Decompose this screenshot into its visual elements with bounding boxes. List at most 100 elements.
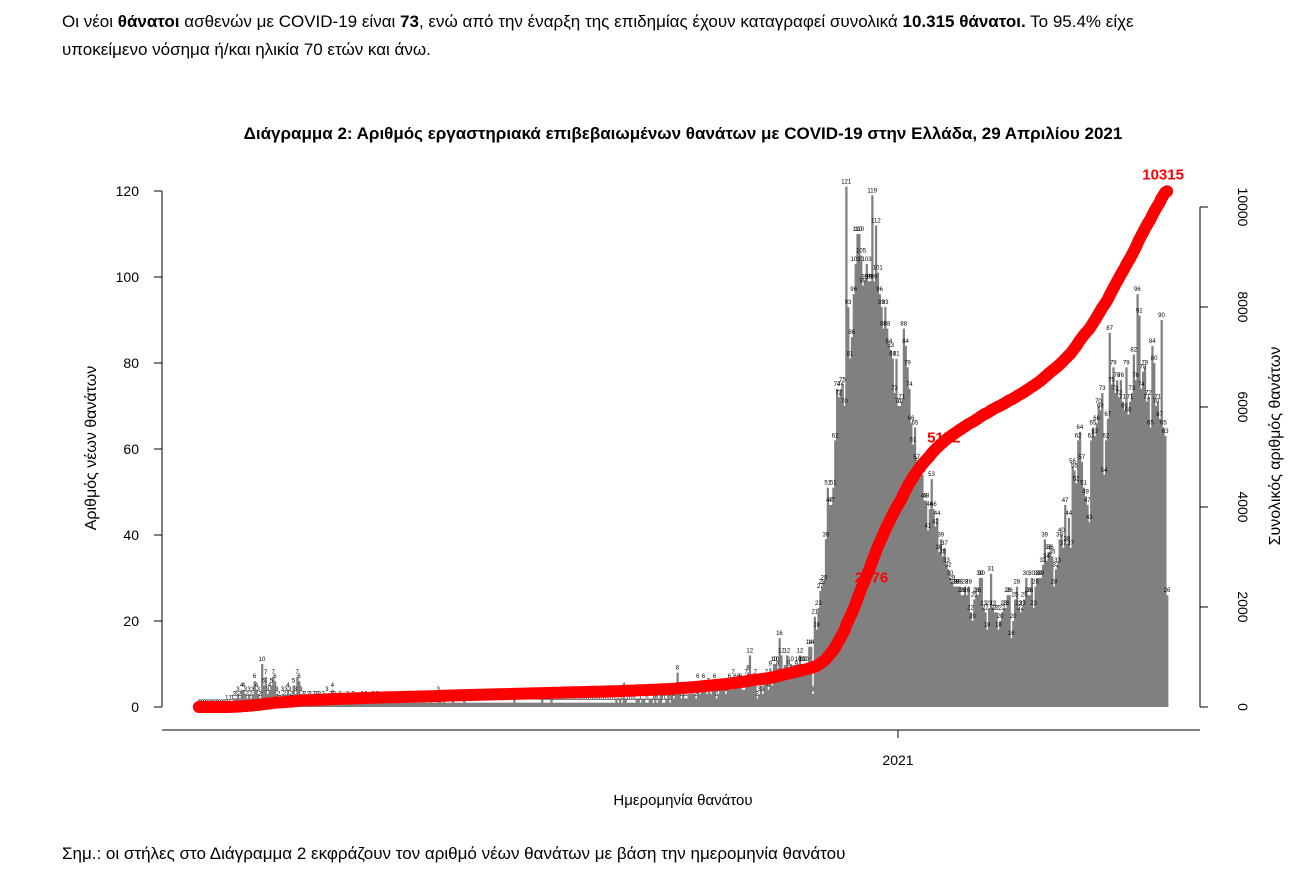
bar: [819, 590, 822, 707]
bar: [1025, 578, 1028, 707]
bar: [899, 406, 902, 707]
bar: [709, 694, 713, 707]
bar: [986, 629, 989, 707]
y2-tick-label: 8000: [1235, 291, 1251, 322]
bar-value-label: 47: [1062, 498, 1069, 504]
bar-value-label: 18: [984, 623, 991, 629]
y-tick-label: 100: [116, 269, 140, 285]
bar-value-label: 61: [910, 438, 917, 444]
bar-value-label: 1: [616, 696, 620, 702]
bar-value-label: 1: [613, 696, 617, 702]
bar: [884, 307, 887, 707]
bar: [880, 307, 883, 707]
bar-value-label: 27: [817, 584, 824, 590]
bar: [1160, 320, 1163, 707]
bar: [431, 702, 434, 707]
bar-value-label: 12: [784, 648, 791, 654]
bar: [721, 689, 724, 707]
bar: [422, 702, 425, 707]
bar: [485, 702, 488, 707]
bar: [385, 702, 388, 707]
bar-value-label: 71: [1127, 395, 1134, 401]
bar-value-label: 3: [266, 687, 270, 693]
bar: [1051, 556, 1054, 707]
bar: [680, 698, 683, 707]
bar: [761, 694, 765, 707]
bar-value-label: 31: [988, 567, 995, 573]
bar-value-label: 26: [1026, 588, 1033, 594]
bar: [795, 668, 798, 707]
bar: [513, 698, 516, 707]
bar: [1125, 367, 1128, 707]
bar-value-label: 65: [911, 421, 918, 427]
bar-value-label: 30: [978, 571, 985, 577]
bar-value-label: 35: [939, 550, 946, 556]
bar: [984, 612, 987, 707]
bar-value-label: 79: [1123, 360, 1130, 366]
bar: [296, 676, 299, 707]
bar: [1062, 547, 1065, 707]
bar: [1043, 539, 1046, 707]
bar: [1153, 363, 1156, 707]
bar: [852, 294, 855, 707]
bar: [956, 586, 959, 707]
bar-value-label: 3: [251, 687, 255, 693]
bar: [719, 689, 722, 707]
bar: [1110, 384, 1113, 707]
bar: [674, 694, 677, 707]
bar: [1001, 612, 1004, 707]
bar: [1073, 470, 1076, 707]
bar: [826, 487, 829, 707]
bar: [537, 702, 540, 707]
intro-run: ασθενών με COVID-19 είναι: [179, 12, 401, 31]
bar-value-label: 14: [806, 640, 813, 646]
bar-value-label: 90: [1158, 313, 1165, 319]
bar: [691, 689, 694, 707]
bar-value-label: 88: [884, 322, 891, 328]
bar: [912, 444, 915, 707]
bar: [893, 393, 896, 707]
bar: [535, 702, 538, 707]
bar-value-label: 6: [253, 674, 257, 680]
bar-value-label: 43: [1086, 515, 1093, 521]
bar-value-label: 1: [592, 696, 596, 702]
bar-value-label: 7: [731, 670, 735, 676]
bar: [1127, 414, 1130, 707]
bar: [902, 328, 906, 707]
bar-value-label: 62: [1075, 433, 1082, 439]
bar-value-label: 103: [850, 257, 861, 263]
bar: [1056, 565, 1059, 707]
bar: [568, 702, 572, 707]
bar-value-label: 1: [574, 696, 578, 702]
bar: [433, 702, 436, 707]
bar: [1017, 608, 1021, 707]
bar: [613, 702, 616, 707]
bar-value-label: 110: [853, 227, 863, 233]
bar-value-label: 53: [928, 472, 935, 478]
bar: [396, 702, 399, 707]
bar: [368, 702, 371, 707]
bar: [991, 608, 995, 707]
bar: [390, 702, 394, 707]
bar-value-label: 63: [1162, 429, 1169, 435]
bar-value-label: 7: [264, 670, 268, 676]
bar: [253, 681, 256, 707]
bar-value-label: 16: [776, 631, 783, 637]
bar: [938, 552, 941, 707]
bar-value-label: 1: [628, 696, 632, 702]
bar-value-label: 99: [865, 274, 872, 280]
bar: [708, 685, 711, 707]
bar-value-label: 16: [1008, 631, 1015, 637]
bar-value-label: 6: [696, 674, 700, 680]
bar-value-label: 119: [867, 188, 877, 194]
bar: [555, 702, 559, 707]
bar-value-label: 28: [962, 580, 969, 586]
bar-value-label: 28: [956, 580, 963, 586]
bar: [728, 681, 731, 707]
bar: [663, 702, 666, 707]
bar-value-label: 1: [600, 696, 604, 702]
bar: [1121, 401, 1124, 707]
bar: [1002, 608, 1006, 707]
bar-value-label: 65: [1147, 421, 1154, 427]
